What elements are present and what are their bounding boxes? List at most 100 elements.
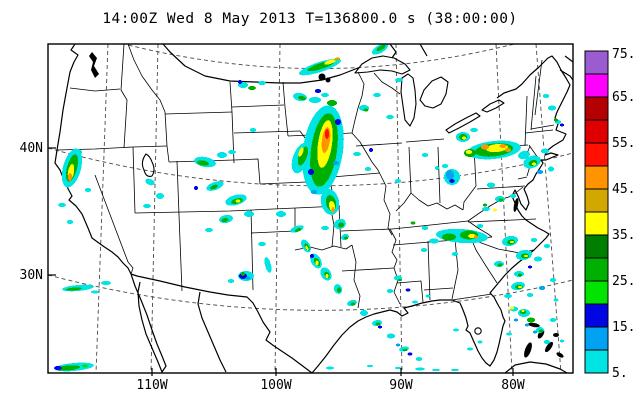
- radar-cell: [510, 240, 514, 244]
- radar-cell: [375, 322, 381, 326]
- lake-superior: [354, 55, 411, 75]
- radar-cell: [205, 228, 213, 232]
- radar-cell: [539, 286, 545, 290]
- colorbar-swatch: [584, 96, 609, 121]
- radar-cell: [353, 152, 361, 156]
- radar-cell: [308, 169, 314, 175]
- radar-cell: [506, 332, 512, 336]
- canada-fragment-4: [564, 55, 573, 63]
- radar-cell: [497, 263, 503, 267]
- radar-cell: [528, 265, 532, 269]
- axis-ticks: [48, 147, 514, 376]
- lake-erie: [445, 112, 481, 134]
- radar-cell: [548, 166, 554, 172]
- radar-cell: [416, 357, 422, 361]
- colorbar-label: 5.: [612, 366, 628, 381]
- radar-cell: [309, 97, 321, 103]
- colorbar-label: 25.: [612, 274, 635, 289]
- radar-cell: [91, 290, 99, 294]
- bahamas-island: [544, 341, 554, 353]
- colorbar-swatch: [584, 234, 609, 259]
- radar-cell: [412, 300, 418, 304]
- radar-cell: [245, 276, 251, 280]
- radar-cell: [452, 252, 458, 256]
- radar-cell: [360, 310, 368, 316]
- x-axis-label: 110W: [136, 378, 167, 393]
- radar-cell: [324, 59, 336, 65]
- mexico-mainland-coast: [197, 291, 227, 373]
- radar-cell: [470, 128, 478, 132]
- gridline-30n: [48, 274, 573, 311]
- radar-cell: [410, 221, 416, 225]
- canada-fragment-1: [389, 44, 397, 59]
- radar-cell: [325, 274, 329, 278]
- radar-echoes: [54, 44, 564, 372]
- radar-cell: [544, 340, 550, 344]
- radar-cell: [541, 148, 549, 154]
- baja-peninsula: [130, 273, 167, 373]
- radar-cell: [66, 287, 82, 291]
- great-salt-lake: [141, 153, 155, 177]
- radar-cell: [499, 144, 507, 148]
- radar-cell: [487, 182, 495, 188]
- radar-cell: [553, 298, 559, 302]
- radar-cell: [373, 93, 381, 97]
- radar-cell: [298, 95, 306, 101]
- radar-cell: [466, 150, 472, 154]
- radar-cell: [258, 242, 266, 246]
- lake-ontario: [481, 99, 505, 113]
- colorbar: 75. 65. 55. 45. 35. 25. 15. 5.: [584, 47, 635, 381]
- colorbar-label: 45.: [612, 182, 635, 197]
- colorbar-swatch: [584, 165, 609, 190]
- radar-cell: [396, 343, 400, 347]
- radar-cell: [543, 94, 549, 98]
- radar-cell: [221, 217, 229, 223]
- colorbar-swatch: [584, 326, 609, 351]
- radar-cell: [550, 278, 556, 282]
- radar-cell: [197, 160, 209, 166]
- colorbar-swatch: [584, 280, 609, 305]
- canada-fragment-3: [559, 69, 573, 81]
- radar-cell: [421, 248, 427, 252]
- radar-cell: [527, 317, 535, 323]
- radar-cell: [350, 302, 356, 306]
- longitude-labels: 110W 100W 90W 80W: [136, 378, 525, 393]
- radar-cell: [321, 93, 329, 97]
- plot-title: 14:00Z Wed 8 May 2013 T=136800.0 s (38:0…: [102, 11, 517, 27]
- colorbar-swatch: [584, 73, 609, 98]
- gridline-50n: [122, 44, 516, 69]
- great-lakes: [141, 55, 505, 335]
- radar-cell: [560, 123, 564, 127]
- radar-cell: [405, 288, 411, 292]
- radar-cell: [235, 199, 241, 203]
- radar-cell: [264, 257, 272, 273]
- colorbar-label: 15.: [612, 320, 635, 335]
- lake-okeechobee: [474, 327, 482, 335]
- gridline-120w: [95, 44, 109, 373]
- radar-cell: [334, 57, 340, 61]
- radar-cell: [483, 203, 487, 207]
- bahamas-island: [553, 333, 559, 337]
- radar-cell: [429, 238, 439, 244]
- lake-huron: [419, 76, 449, 109]
- radar-cell: [241, 272, 245, 276]
- colorbar-label: 35.: [612, 228, 635, 243]
- radar-cell: [238, 80, 242, 84]
- radar-cell: [387, 289, 393, 293]
- bahamas-island: [556, 352, 564, 358]
- radar-cell: [510, 194, 516, 198]
- colorbar-swatch: [584, 349, 609, 374]
- radar-cell: [531, 238, 537, 242]
- radar-cell: [449, 179, 455, 183]
- radar-cell: [248, 86, 256, 90]
- radar-cell: [550, 318, 556, 322]
- radar-cell: [363, 108, 369, 112]
- radar-cell: [367, 364, 373, 368]
- radar-cell: [74, 149, 82, 155]
- radar-cell: [453, 328, 459, 332]
- x-axis-label: 100W: [260, 378, 291, 393]
- radar-cell: [310, 254, 314, 258]
- radar-cell: [250, 128, 256, 132]
